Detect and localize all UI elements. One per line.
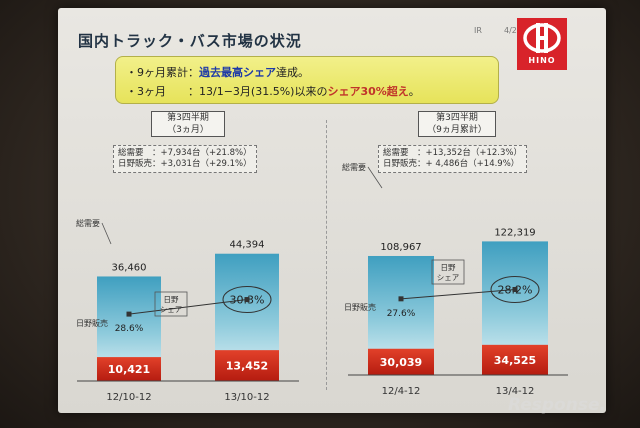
hino-sales-value: 34,525 — [494, 354, 536, 367]
response-watermark: Response. — [508, 395, 606, 415]
share-marker — [244, 297, 250, 303]
total-demand-tag: 総需要 — [76, 218, 100, 228]
charts-svg: 36,460 10,421 12/10-12 44,394 13,452 13/10-12… — [76, 162, 568, 403]
total-demand-value: 108,967 — [380, 242, 421, 253]
share-marker — [512, 286, 518, 292]
summary-line-1-highlight: 過去最高シェア — [199, 66, 276, 79]
right-growth-hino: 日野販売：+ 4,486台（+14.9%） — [383, 159, 520, 169]
right-period-line-1: 第3四半期 — [436, 113, 478, 123]
hino-sales-tag: 日野販売 — [344, 302, 376, 312]
summary-line-2-suffix: 。 — [408, 85, 420, 98]
total-demand-value: 44,394 — [230, 240, 265, 251]
slide-title: 国内トラック・バス市場の状況 — [78, 32, 302, 50]
share-value: 28.6% — [115, 324, 144, 334]
right-period-line-2: （9ヵ月累計） — [427, 125, 487, 135]
slide: 国内トラック・バス市場の状況 IR 4/20 HINO ・9ヶ月累計：過去最高シ… — [58, 8, 606, 413]
total-demand-tag: 総需要 — [342, 162, 366, 172]
hino-sales-value: 10,421 — [108, 363, 150, 376]
hino-sales-value: 30,039 — [380, 356, 422, 369]
hino-share-tag-box — [431, 259, 465, 285]
logo-text: HINO — [528, 56, 556, 65]
share-value: 27.6% — [387, 309, 416, 319]
hino-share-tag-box — [154, 291, 188, 317]
left-period-line-2: （3ヵ月） — [167, 125, 209, 135]
summary-line-1: ・9ヶ月累計：過去最高シェア達成。 — [126, 64, 309, 80]
right-period-box: 第3四半期 （9ヵ月累計） — [418, 111, 496, 137]
total-demand-value: 122,319 — [494, 227, 535, 238]
hino-share-tag-1: 日野 — [441, 263, 456, 272]
hino-emblem-icon — [523, 23, 561, 53]
hino-share-tag-2: シェア — [437, 273, 460, 282]
share-value: 30.3% — [230, 294, 265, 307]
category-label: 12/10-12 — [106, 392, 151, 403]
left-growth-box: 総需要 ：+7,934台（+21.8%） 日野販売：+3,031台（+29.1%… — [113, 145, 257, 173]
left-period-box: 第3四半期 （3ヵ月） — [151, 111, 225, 137]
share-line — [128, 299, 248, 315]
hino-sales-bar — [97, 357, 161, 381]
share-highlight-circle — [490, 275, 540, 303]
ir-label: IR — [474, 26, 482, 35]
total-demand-pointer — [367, 166, 383, 189]
hino-sales-bar — [368, 348, 434, 375]
summary-line-1-suffix: 達成。 — [276, 66, 309, 79]
hino-share-tag-2: シェア — [160, 305, 183, 314]
left-growth-total: 総需要 ：+7,934台（+21.8%） — [118, 148, 252, 158]
hino-share-tag-1: 日野 — [164, 295, 179, 304]
category-label: 12/4-12 — [382, 386, 421, 397]
total-demand-value: 36,460 — [112, 262, 147, 273]
share-marker — [126, 311, 132, 317]
summary-line-2-prefix: ・3ヶ月 ：13/1−3月(31.5%)以来の — [126, 85, 328, 98]
hino-sales-value: 13,452 — [226, 360, 268, 373]
share-line — [400, 288, 516, 300]
category-label: 13/10-12 — [224, 392, 269, 403]
panel-divider — [326, 120, 327, 390]
summary-line-1-prefix: ・9ヶ月累計： — [126, 66, 199, 79]
share-highlight-circle — [222, 286, 272, 314]
hino-sales-bar — [215, 350, 279, 381]
page-number: 4/20 — [504, 26, 522, 35]
hino-sales-bar — [482, 344, 548, 375]
summary-line-2-highlight: シェア30%超え — [327, 85, 409, 98]
share-marker — [398, 296, 404, 302]
total-demand-pointer — [101, 222, 112, 245]
right-growth-box: 総需要 ：+13,352台（+12.3%） 日野販売：+ 4,486台（+14.… — [378, 145, 527, 173]
share-value: 28.2% — [498, 283, 533, 296]
summary-box: ・9ヶ月累計：過去最高シェア達成。 ・3ヶ月 ：13/1−3月(31.5%)以来… — [115, 56, 499, 104]
left-growth-hino: 日野販売：+3,031台（+29.1%） — [118, 159, 252, 169]
category-label: 13/4-12 — [496, 386, 535, 397]
left-period-line-1: 第3四半期 — [167, 113, 209, 123]
right-growth-total: 総需要 ：+13,352台（+12.3%） — [383, 148, 522, 158]
hino-logo: HINO — [517, 18, 567, 70]
summary-line-2: ・3ヶ月 ：13/1−3月(31.5%)以来のシェア30%超え。 — [126, 83, 420, 99]
hino-sales-tag: 日野販売 — [76, 318, 108, 328]
